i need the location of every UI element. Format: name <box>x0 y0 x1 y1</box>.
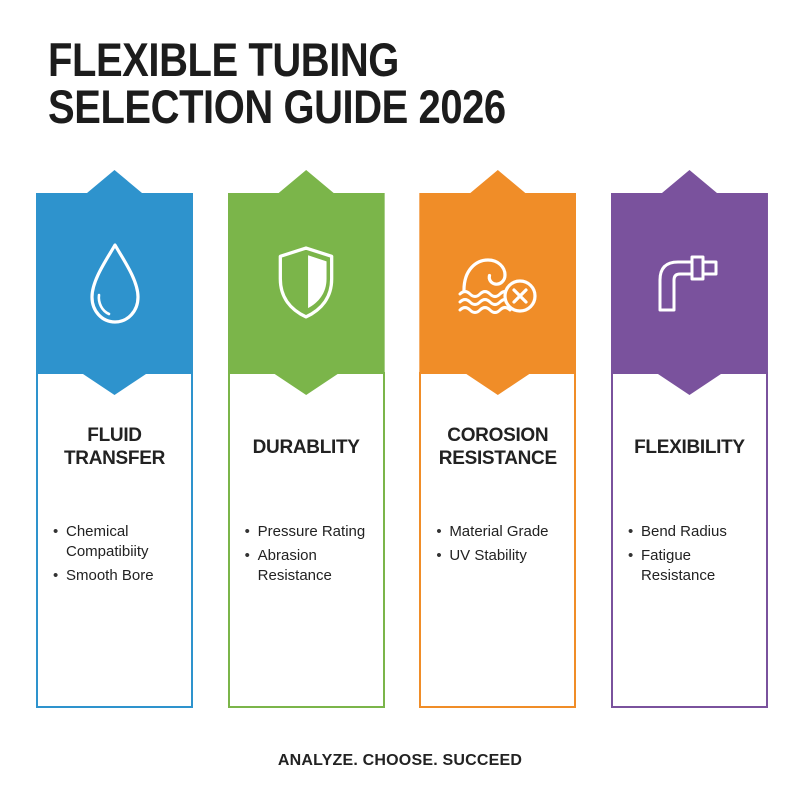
columns-row: FLUID TRANSFER Chemical Compatibiity Smo… <box>36 170 768 708</box>
column-durability: DURABLITY Pressure Rating Abrasion Resis… <box>227 170 385 708</box>
bullet-item: Abrasion Resistance <box>244 546 381 586</box>
shield-icon <box>278 245 334 319</box>
page-title-line2: SELECTION GUIDE 2026 <box>48 80 506 133</box>
column-title: FLEXIBILITY <box>634 436 745 458</box>
column-body: FLUID TRANSFER Chemical Compatibiity Smo… <box>36 372 193 708</box>
page-title: FLEXIBLE TUBING SELECTION GUIDE 2026 <box>48 36 506 130</box>
column-flexibility: FLEXIBILITY Bend Radius Fatigue Resistan… <box>610 170 768 708</box>
bullet-list: Material Grade UV Stability <box>435 522 572 570</box>
bullet-list: Bend Radius Fatigue Resistance <box>627 522 764 589</box>
column-corrosion-resistance: COROSION RESISTANCE Material Grade UV St… <box>419 170 577 708</box>
bullet-item: Material Grade <box>435 522 572 542</box>
bullet-item: UV Stability <box>435 546 572 566</box>
pipe-elbow-icon <box>658 255 718 311</box>
bullet-item: Chemical Compatibiity <box>52 522 189 562</box>
column-body: FLEXIBILITY Bend Radius Fatigue Resistan… <box>610 372 768 708</box>
water-droplet-icon <box>89 242 140 324</box>
bullet-item: Bend Radius <box>627 522 764 542</box>
bullet-list: Pressure Rating Abrasion Resistance <box>244 522 381 589</box>
column-header <box>36 170 193 395</box>
footer-tagline: ANALYZE. CHOOSE. SUCCEED <box>277 752 523 769</box>
column-title: COROSION RESISTANCE <box>438 425 557 469</box>
bullet-item: Smooth Bore <box>52 566 189 586</box>
wave-crossed-icon <box>458 257 537 314</box>
column-body: DURABLITY Pressure Rating Abrasion Resis… <box>227 372 385 708</box>
column-title: FLUID TRANSFER <box>63 425 166 469</box>
column-fluid-transfer: FLUID TRANSFER Chemical Compatibiity Smo… <box>36 170 193 708</box>
column-body: COROSION RESISTANCE Material Grade UV St… <box>419 372 577 708</box>
bullet-item: Pressure Rating <box>244 522 381 542</box>
column-header <box>227 170 385 395</box>
column-header <box>419 170 577 395</box>
bullet-list: Chemical Compatibiity Smooth Bore <box>52 522 189 589</box>
page-title-line1: FLEXIBLE TUBING <box>48 33 399 86</box>
bullet-item: Fatigue Resistance <box>627 546 764 586</box>
column-title: DURABLITY <box>252 436 360 458</box>
column-header <box>610 170 768 395</box>
